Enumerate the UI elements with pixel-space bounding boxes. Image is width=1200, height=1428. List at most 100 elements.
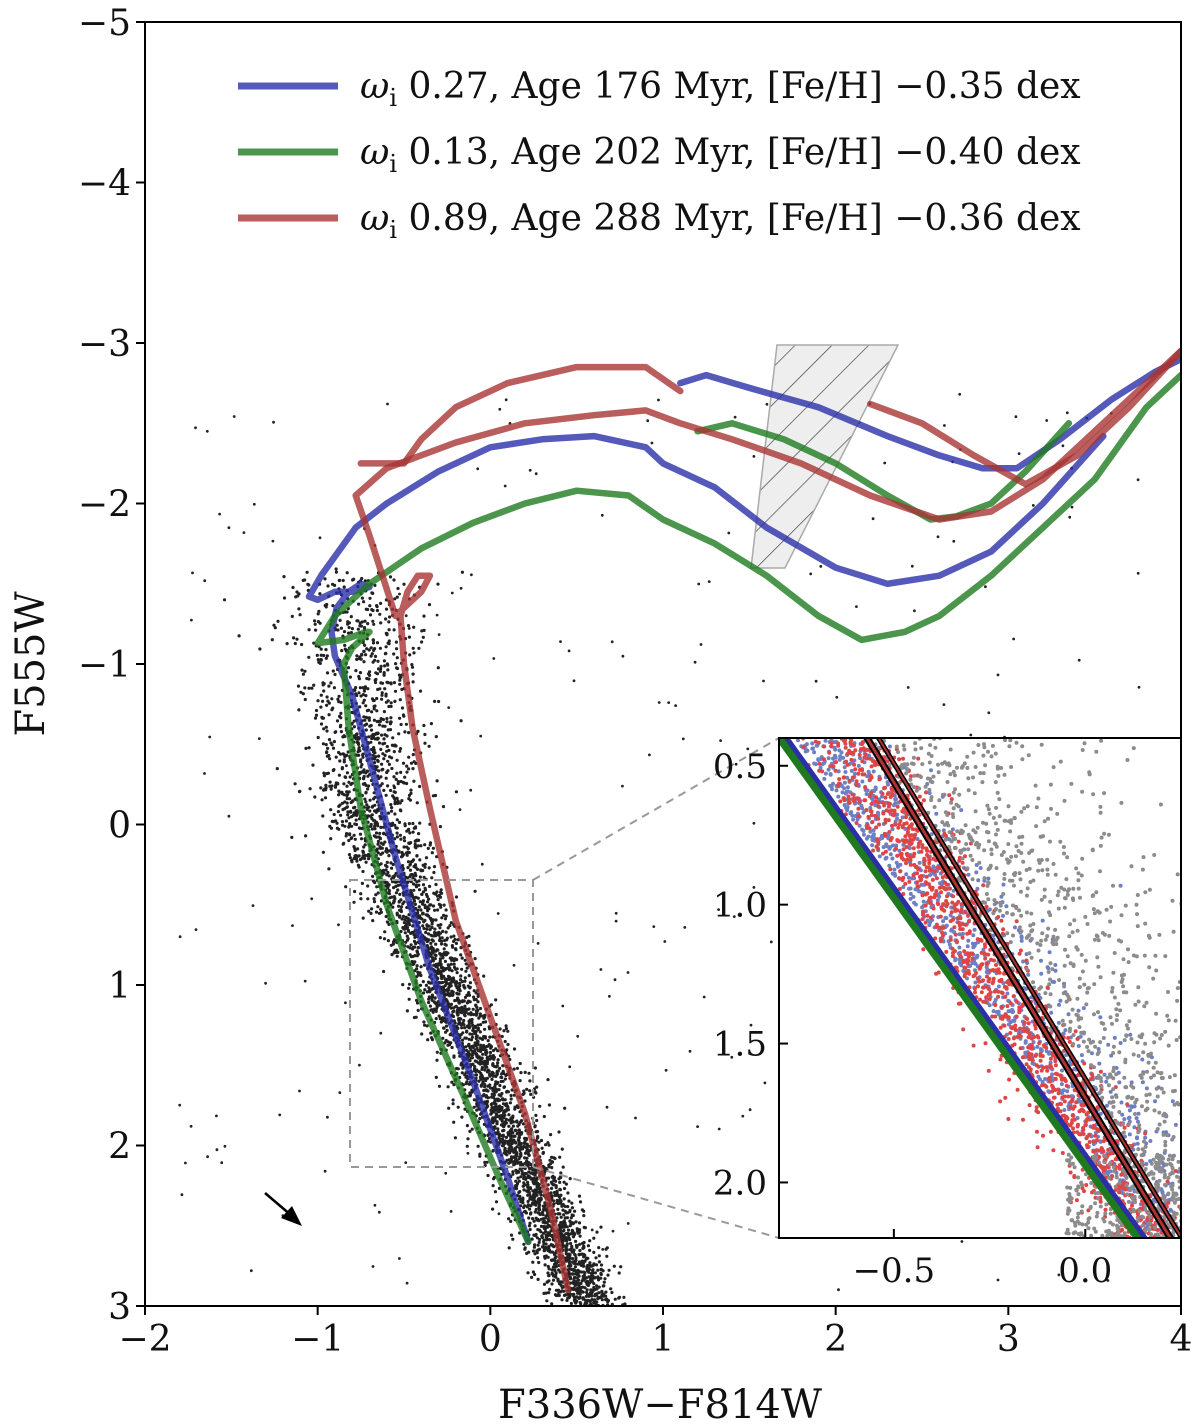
star-point	[474, 1073, 478, 1077]
star-point	[547, 1103, 552, 1107]
star-point	[322, 771, 326, 775]
star-point	[400, 706, 405, 710]
star-point	[380, 693, 384, 697]
star-point	[459, 719, 463, 723]
star-point	[810, 746, 815, 751]
star-point	[370, 697, 375, 701]
star-point	[538, 1104, 542, 1108]
star-point	[473, 957, 477, 961]
star-point	[562, 1289, 566, 1293]
star-point	[494, 1090, 498, 1094]
star-point	[439, 942, 444, 946]
star-point	[432, 870, 436, 875]
star-point	[412, 1015, 416, 1020]
star-point	[423, 843, 427, 847]
star-point	[399, 675, 403, 679]
star-point	[395, 771, 399, 775]
star-point	[436, 971, 440, 976]
star-point	[482, 1014, 486, 1018]
star-point	[439, 1020, 443, 1024]
star-point	[599, 1263, 604, 1267]
star-point	[498, 1106, 502, 1110]
star-point	[650, 441, 654, 445]
y-tick-label: −2	[78, 485, 131, 526]
star-point	[498, 1066, 502, 1070]
star-point	[467, 1019, 471, 1023]
star-point	[482, 1034, 486, 1039]
star-point	[973, 980, 978, 985]
star-point	[423, 1023, 427, 1027]
star-point	[443, 942, 447, 946]
star-point	[395, 758, 399, 762]
star-point	[581, 1274, 585, 1278]
star-point	[379, 907, 383, 912]
star-point	[399, 908, 403, 912]
star-point	[393, 873, 397, 877]
star-point	[364, 783, 368, 788]
star-point	[319, 653, 323, 657]
star-point	[470, 1017, 474, 1022]
star-point	[1187, 1187, 1191, 1191]
star-point	[375, 808, 379, 812]
star-point	[488, 1035, 492, 1039]
star-point	[303, 697, 307, 702]
star-point	[536, 1134, 540, 1139]
star-point	[363, 797, 367, 801]
star-point	[206, 1155, 210, 1159]
star-point	[469, 1011, 473, 1015]
star-point	[539, 1196, 543, 1200]
star-point	[379, 601, 383, 606]
star-point	[576, 1231, 580, 1235]
star-point	[734, 762, 738, 766]
star-point	[346, 810, 350, 814]
star-point	[334, 755, 338, 759]
star-point	[392, 895, 396, 899]
star-point	[385, 734, 389, 738]
star-point	[483, 1068, 487, 1072]
star-point	[818, 765, 823, 770]
star-point	[570, 1244, 574, 1248]
star-point	[345, 571, 349, 575]
star-point	[367, 677, 371, 681]
star-point	[379, 664, 383, 668]
star-point	[752, 886, 756, 889]
star-point	[491, 1184, 495, 1188]
star-point	[588, 1248, 592, 1252]
star-point	[602, 1280, 606, 1284]
star-point	[541, 1220, 545, 1224]
star-point	[319, 705, 323, 709]
star-point	[380, 681, 385, 685]
star-point	[478, 1006, 483, 1011]
star-point	[421, 980, 425, 984]
star-point	[577, 1284, 581, 1288]
star-point	[388, 722, 392, 726]
star-point	[404, 851, 409, 855]
star-point	[389, 682, 393, 686]
star-point	[553, 1256, 557, 1260]
star-point	[332, 686, 336, 690]
star-point	[503, 1098, 507, 1102]
star-point	[290, 835, 294, 840]
star-point	[373, 795, 377, 799]
star-point	[397, 732, 401, 736]
star-point	[565, 1257, 569, 1261]
star-point	[364, 728, 368, 732]
star-point	[499, 1079, 503, 1084]
star-point	[427, 866, 431, 870]
star-point	[483, 1083, 487, 1087]
star-point	[392, 775, 396, 779]
star-point	[438, 926, 442, 930]
star-point	[539, 1138, 544, 1143]
star-point	[657, 398, 660, 402]
star-point	[345, 790, 349, 794]
star-point	[486, 1133, 490, 1137]
star-point	[554, 1293, 559, 1298]
star-point	[522, 1205, 526, 1210]
star-point	[837, 757, 842, 762]
star-point	[331, 746, 336, 750]
star-point	[634, 1116, 637, 1120]
star-point	[332, 812, 336, 817]
star-point	[592, 1236, 596, 1240]
star-point	[494, 1200, 499, 1204]
star-point	[652, 925, 656, 928]
